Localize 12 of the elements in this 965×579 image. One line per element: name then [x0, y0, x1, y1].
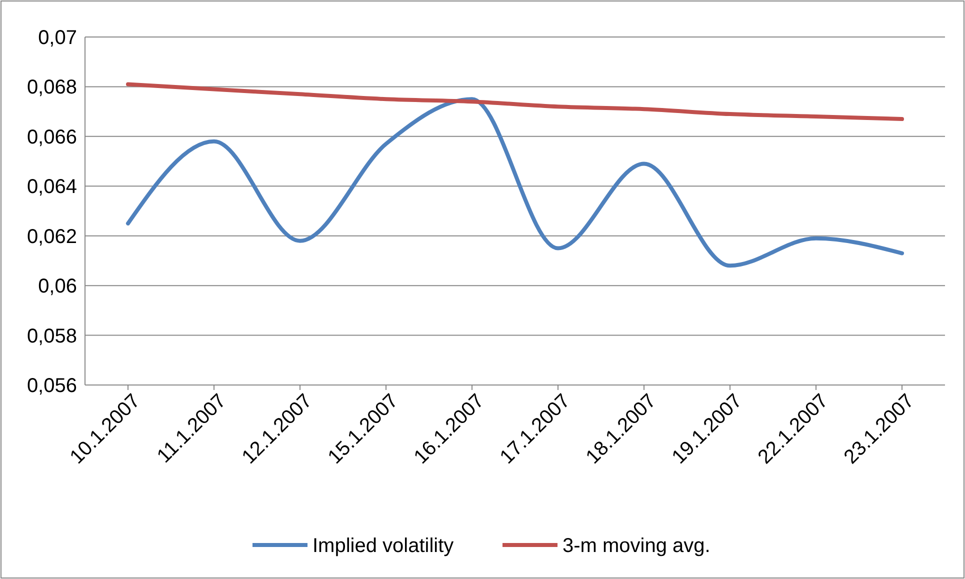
legend-label: 3-m moving avg. [562, 535, 710, 557]
y-tick-label: 0,056 [26, 375, 77, 397]
y-tick-label: 0,068 [26, 76, 77, 99]
y-tick-label: 0,064 [26, 176, 77, 198]
line-series [126, 82, 904, 122]
line-series [126, 97, 904, 268]
y-tick-label: 0,058 [26, 325, 77, 348]
legend-label: Implied volatility [312, 535, 454, 557]
y-tick-label: 0,06 [38, 276, 77, 298]
y-tick-label: 0,07 [38, 27, 77, 49]
y-tick-label: 0,062 [26, 226, 77, 248]
y-tick-label: 0,066 [26, 126, 77, 148]
